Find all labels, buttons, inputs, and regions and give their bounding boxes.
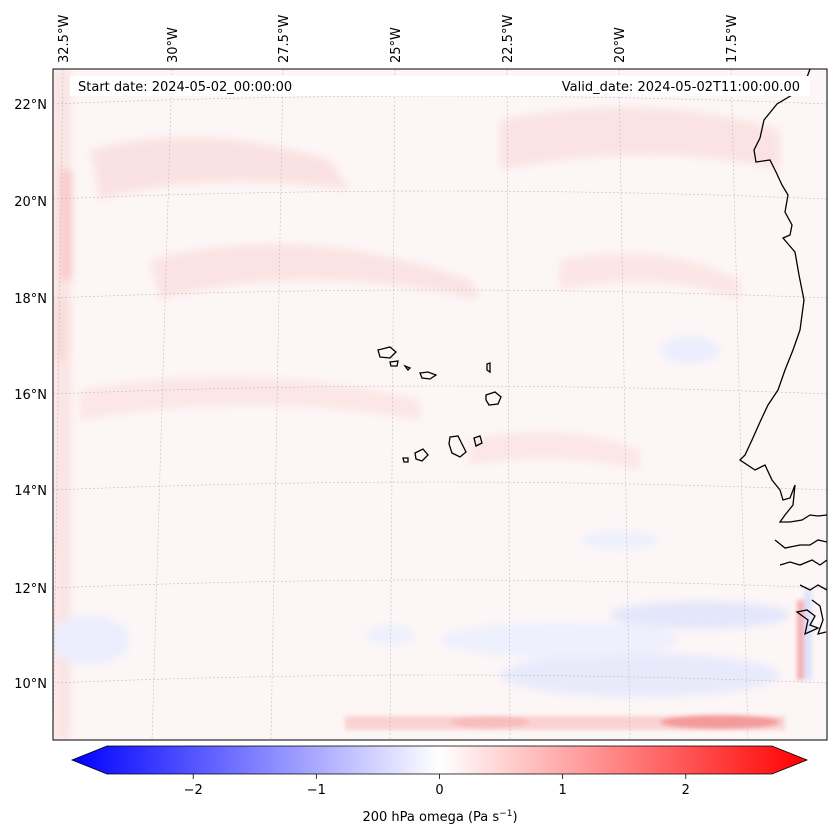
colorbar: −2 −1 0 1 2 200 hPa omega (Pa s−1) <box>70 745 809 825</box>
valid-date-label: Valid_date: 2024-05-02T11:00:00.00 <box>562 80 800 95</box>
colorbar-body <box>70 745 809 775</box>
lat-label: 16°N <box>14 388 47 403</box>
lat-label: 14°N <box>14 484 47 499</box>
map-frame <box>52 68 828 741</box>
lon-label: 27.5°W <box>277 15 292 63</box>
lon-label: 17.5°W <box>725 15 740 63</box>
lat-label: 22°N <box>14 98 47 113</box>
colorbar-label: 200 hPa omega (Pa s−1) <box>362 809 517 825</box>
longitude-labels: 32.5°W 30°W 27.5°W 25°W 22.5°W 20°W 17.5… <box>57 15 740 63</box>
colorbar-tick-label: 1 <box>559 783 567 798</box>
lon-label: 22.5°W <box>501 15 516 63</box>
omega-strong-band <box>345 590 812 730</box>
colorbar-tick-label: 0 <box>435 783 443 798</box>
date-label-box <box>70 76 810 96</box>
colorbar-tick-label: −1 <box>307 783 326 798</box>
latitude-labels: 22°N 20°N 18°N 16°N 14°N 12°N 10°N <box>14 98 47 692</box>
colorbar-tick-label: −2 <box>184 783 203 798</box>
start-date-label: Start date: 2024-05-02_00:00:00 <box>78 80 292 95</box>
lat-label: 18°N <box>14 292 47 307</box>
colorbar-ticks: −2 −1 0 1 2 <box>184 774 690 798</box>
cabo-verde-islands <box>377 346 502 463</box>
lon-label: 30°W <box>166 27 181 63</box>
lon-label: 25°W <box>389 27 404 63</box>
plot-area <box>53 69 827 740</box>
colorbar-tick-label: 2 <box>682 783 690 798</box>
lon-label: 20°W <box>613 27 628 63</box>
omega-field <box>53 69 790 740</box>
lat-label: 10°N <box>14 677 47 692</box>
lat-label: 20°N <box>14 195 47 210</box>
lon-label: 32.5°W <box>57 15 72 63</box>
coastline <box>738 69 827 636</box>
lat-label: 12°N <box>14 582 47 597</box>
